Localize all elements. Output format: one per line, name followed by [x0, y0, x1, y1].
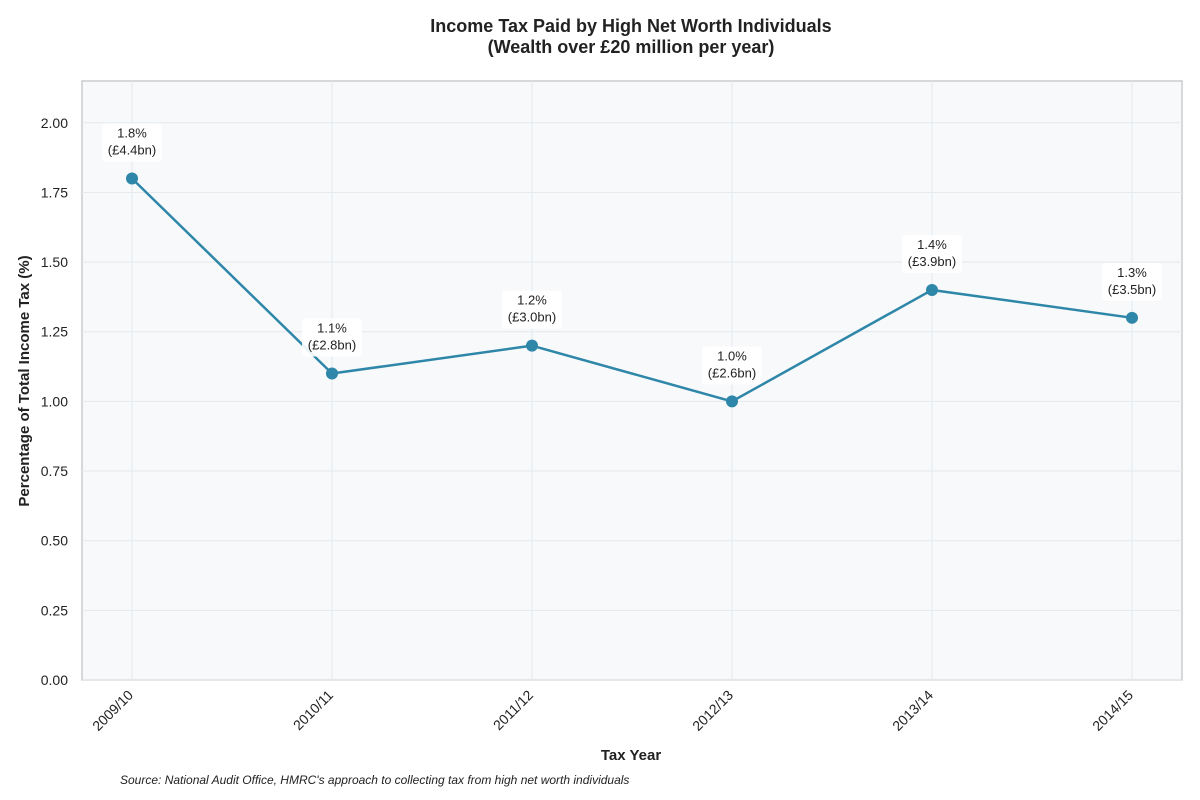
y-axis-label: Percentage of Total Income Tax (%) — [16, 255, 33, 506]
data-label-box — [902, 234, 962, 273]
x-axis-ticks: 2009/10 2010/11 2011/12 2012/13 2013/14 2014/… — [89, 687, 1136, 734]
y-tick-label: 1.50 — [41, 254, 68, 270]
data-label: 1.0% (£2.6bn) — [702, 346, 762, 385]
data-label-box — [702, 346, 762, 385]
x-tick-label: 2013/14 — [889, 687, 936, 734]
x-tick-label: 2012/13 — [689, 687, 736, 734]
y-tick-label: 0.75 — [41, 463, 68, 479]
data-label: 1.3% (£3.5bn) — [1102, 262, 1162, 301]
y-tick-label: 1.75 — [41, 184, 68, 200]
plot-area — [81, 80, 1183, 681]
x-tick-label: 2014/15 — [1089, 687, 1136, 734]
y-tick-label: 0.50 — [41, 533, 68, 549]
data-label-box — [502, 290, 562, 329]
x-axis-label: Tax Year — [601, 747, 661, 764]
y-tick-label: 0.25 — [41, 602, 68, 618]
data-label-box — [302, 318, 362, 357]
data-label-amount: (£2.8bn) — [308, 338, 356, 353]
data-label: 1.8% (£4.4bn) — [102, 123, 162, 162]
y-tick-label: 0.00 — [41, 672, 68, 688]
data-label: 1.2% (£3.0bn) — [502, 290, 562, 329]
data-label: 1.4% (£3.9bn) — [902, 234, 962, 273]
data-label-percent: 1.0% — [717, 348, 747, 363]
data-label-box — [1102, 262, 1162, 301]
x-tick-label: 2011/12 — [490, 687, 537, 734]
x-tick-label: 2010/11 — [290, 687, 337, 734]
series-line — [130, 177, 1134, 403]
y-tick-label: 1.25 — [41, 324, 68, 340]
data-label-amount: (£3.0bn) — [508, 310, 556, 325]
data-point — [526, 339, 538, 352]
data-point — [726, 395, 738, 408]
chart-subtitle: (Wealth over £20 million per year) — [488, 37, 775, 57]
x-tick-label: 2009/10 — [89, 687, 136, 734]
data-label-percent: 1.3% — [1117, 265, 1147, 280]
data-point — [326, 367, 338, 380]
data-label-amount: (£3.9bn) — [908, 254, 956, 269]
data-point — [126, 172, 138, 185]
source-note: Source: National Audit Office, HMRC's ap… — [120, 773, 629, 787]
data-label-amount: (£2.6bn) — [708, 365, 756, 380]
y-axis-ticks: 0.00 0.25 0.50 0.75 1.00 1.25 1.50 1.75 2.00 — [41, 115, 68, 688]
data-label-amount: (£3.5bn) — [1108, 282, 1156, 297]
data-label-percent: 1.4% — [917, 237, 947, 252]
data-label-percent: 1.1% — [317, 321, 347, 336]
data-label-percent: 1.2% — [517, 293, 547, 308]
data-label-box — [102, 123, 162, 162]
data-point — [926, 283, 938, 296]
data-label-amount: (£4.4bn) — [108, 143, 156, 158]
data-point — [1126, 311, 1138, 324]
chart-title: Income Tax Paid by High Net Worth Indivi… — [430, 16, 831, 36]
y-tick-label: 2.00 — [41, 115, 68, 131]
data-label-percent: 1.8% — [117, 126, 147, 141]
data-label: 1.1% (£2.8bn) — [302, 318, 362, 357]
data-labels: 1.8% (£4.4bn) 1.1% (£2.8bn) 1.2% (£3.0bn) 1.0%… — [102, 123, 1162, 385]
y-tick-label: 1.00 — [41, 393, 68, 409]
data-points — [126, 172, 1138, 408]
